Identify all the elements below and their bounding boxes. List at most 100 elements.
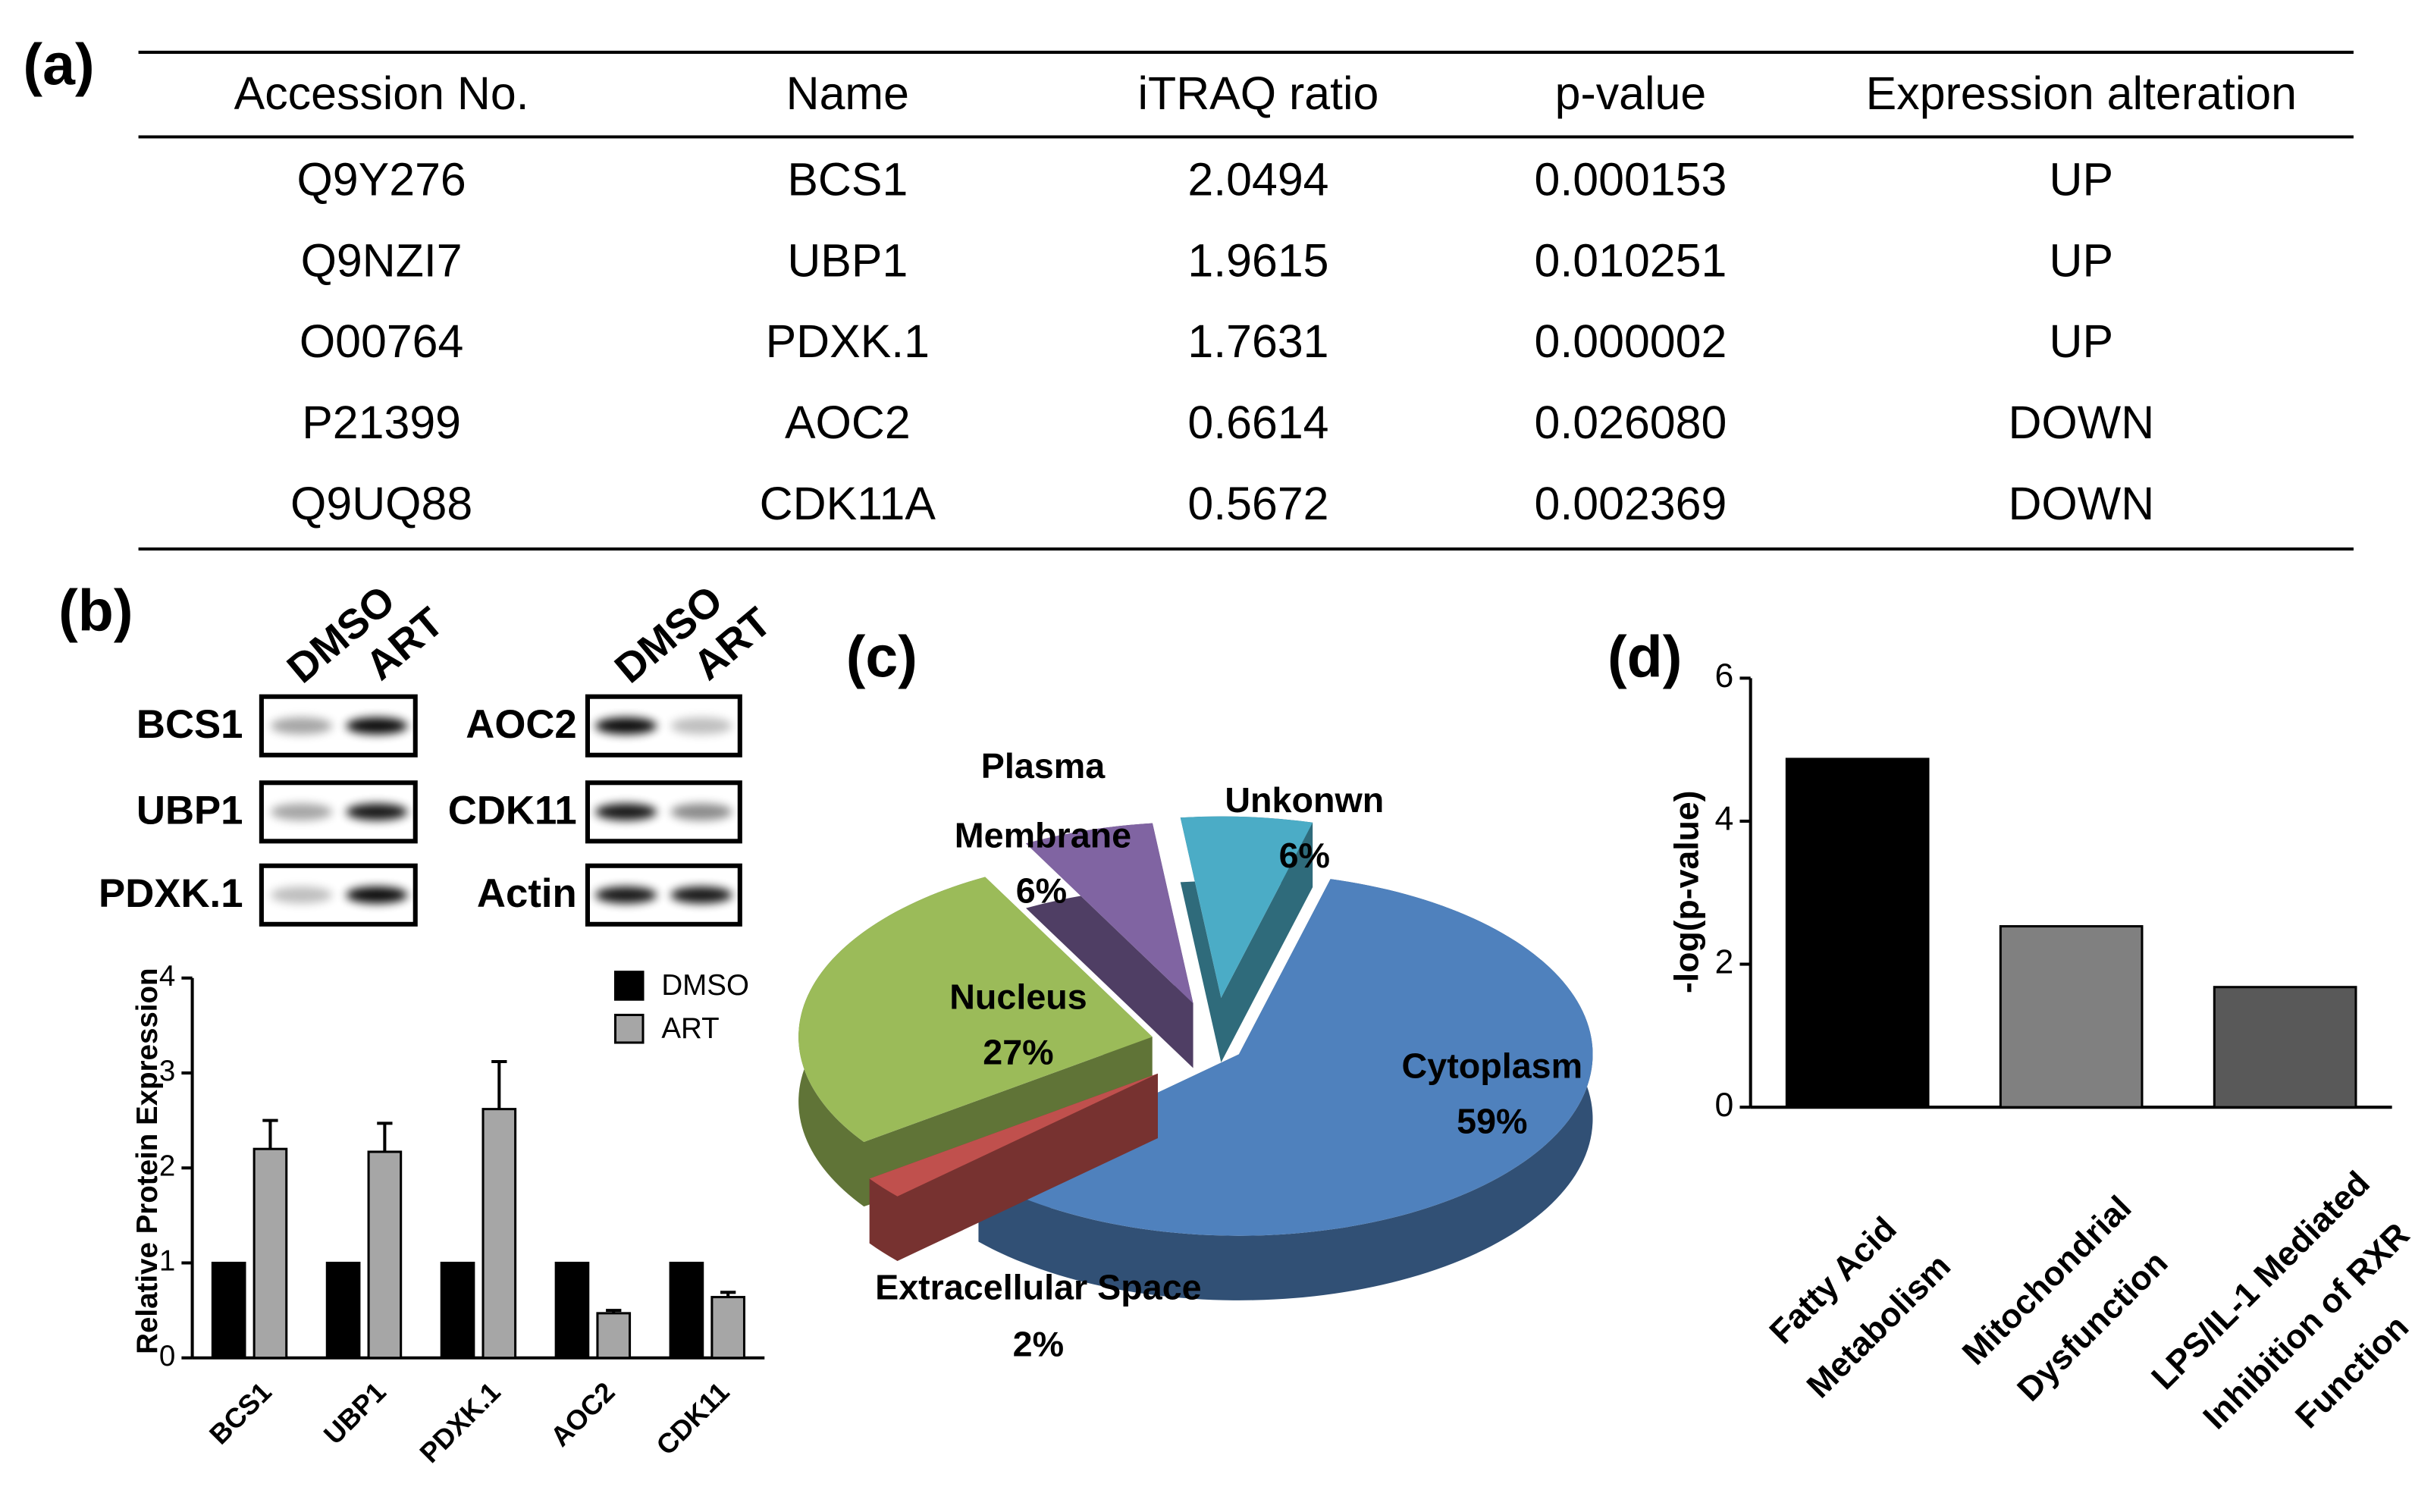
x-tick-label: AOC2: [544, 1376, 621, 1453]
pie-top: [1180, 816, 1313, 998]
panel-label: (d): [1607, 624, 1682, 689]
table-cell: UBP1: [787, 234, 908, 286]
table-cell: UP: [2050, 153, 2114, 205]
blot-band: [271, 803, 333, 820]
pie-slice: [1180, 816, 1313, 1063]
pie-slice: [1026, 823, 1193, 1068]
blot-row-label: BCS1: [136, 702, 243, 747]
pie-label: Nucleus: [949, 976, 1087, 1017]
y-tick-label: 2: [159, 1150, 175, 1182]
panel-label: (a): [23, 33, 94, 98]
table-cell: CDK11A: [760, 478, 936, 529]
pie-top: [1026, 823, 1193, 1004]
table-cell: 0.5672: [1187, 478, 1328, 529]
bar: [596, 1312, 632, 1360]
legend-label: DMSO: [661, 969, 749, 1002]
table-cell: O00764: [300, 315, 464, 367]
x-tick-label: PDXK.1: [413, 1376, 506, 1469]
pie-top: [798, 877, 1153, 1142]
blot-band: [271, 717, 333, 735]
y-tick-label: 1: [159, 1245, 175, 1278]
y-tick-label: 3: [159, 1055, 175, 1087]
table-header: Accession No.: [234, 67, 529, 119]
table-cell: Q9NZI7: [301, 234, 463, 286]
y-tick-label: 4: [1715, 801, 1734, 838]
blot-band: [595, 886, 657, 904]
x-tick-label: UBP1: [318, 1376, 392, 1451]
pie-slice: [869, 1073, 1158, 1261]
table-cell: 2.0494: [1187, 153, 1328, 205]
error-bar: [262, 1118, 278, 1150]
blot-band: [595, 717, 657, 735]
bar: [2213, 986, 2357, 1109]
blot-band: [595, 803, 657, 820]
table-cell: 1.7631: [1187, 315, 1328, 367]
bar: [554, 1261, 590, 1360]
y-tick-label: 0: [1715, 1087, 1734, 1124]
y-tick-label: 4: [159, 960, 175, 993]
table-cell: UP: [2050, 315, 2114, 367]
table-cell: Q9UQ88: [290, 478, 472, 529]
table-cell: DOWN: [2008, 478, 2154, 529]
pie-label: Plasma Membrane: [954, 745, 1132, 855]
bar: [325, 1261, 361, 1360]
table-cell: UP: [2050, 234, 2114, 286]
blot-band: [346, 717, 408, 735]
y-axis-label: -log(p-value): [1668, 790, 1705, 993]
pie-side: [869, 1073, 1158, 1261]
error-bar: [720, 1291, 736, 1297]
pie-top: [869, 1073, 1158, 1197]
bar: [481, 1108, 517, 1360]
table-header: p-value: [1555, 67, 1707, 119]
blot-band: [346, 803, 408, 820]
panel-label: (c): [846, 624, 917, 689]
table-cell: AOC2: [785, 397, 911, 448]
pie-side: [978, 879, 1593, 1300]
pie-value-label: 27%: [983, 1031, 1054, 1072]
table-cell: Q9Y276: [296, 153, 466, 205]
legend-swatch: [613, 1013, 645, 1044]
table-header: iTRAQ ratio: [1138, 67, 1379, 119]
blot-band: [346, 886, 408, 904]
x-tick-label: BCS1: [203, 1376, 278, 1451]
table-cell: 0.000153: [1535, 153, 1727, 205]
table-cell: P21399: [302, 397, 461, 448]
blot-row-label: Actin: [477, 871, 577, 916]
x-tick-label: CDK11: [650, 1376, 735, 1461]
table-cell: 0.026080: [1535, 397, 1727, 448]
legend-label: ART: [661, 1012, 719, 1045]
table-cell: 1.9615: [1187, 234, 1328, 286]
y-axis-label: Relative Protein Expression: [131, 968, 164, 1354]
blot-band: [271, 886, 333, 904]
bar: [440, 1261, 475, 1360]
blot-row-label: PDXK.1: [99, 871, 243, 916]
pie-label: Cytoplasm: [1401, 1046, 1583, 1086]
pie-value-label: 2%: [1012, 1324, 1065, 1364]
table-cell: 0.010251: [1535, 234, 1727, 286]
table-cell: 0.002369: [1535, 478, 1727, 529]
bar: [367, 1150, 403, 1360]
bar: [1785, 758, 1930, 1109]
pie-value-label: 59%: [1457, 1101, 1528, 1141]
table-cell: 0.000002: [1535, 315, 1727, 367]
table-header: Name: [786, 67, 909, 119]
pie-label: Extracellular Space: [875, 1267, 1202, 1307]
legend-swatch: [613, 971, 645, 1001]
pie-value-label: 6%: [1015, 870, 1068, 911]
blot-band: [670, 886, 732, 904]
error-bar: [491, 1059, 507, 1109]
bar: [252, 1147, 288, 1360]
table-cell: PDXK.1: [766, 315, 930, 367]
blot-row-label: CDK11: [448, 789, 577, 833]
blot-row-label: UBP1: [136, 789, 243, 833]
y-tick-label: 6: [1715, 657, 1734, 695]
blot-row-label: AOC2: [466, 702, 577, 747]
error-bar: [377, 1121, 393, 1152]
table-header: Expression alteration: [1866, 67, 2297, 119]
bar: [211, 1261, 246, 1360]
panel-label: (b): [58, 579, 133, 644]
table-cell: DOWN: [2008, 397, 2154, 448]
bar: [1999, 925, 2144, 1109]
